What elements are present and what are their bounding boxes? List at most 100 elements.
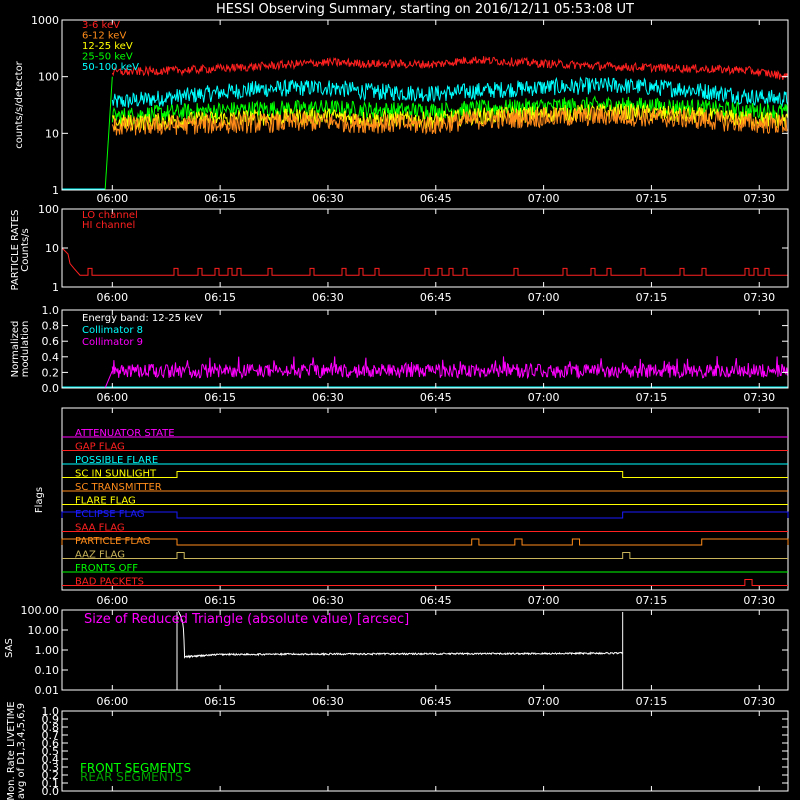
sas-annotation: Size of Reduced Triangle (absolute value… xyxy=(84,612,409,627)
y-tick-label: 10 xyxy=(45,242,59,255)
y-tick-label: 0.2 xyxy=(42,769,60,782)
legend-entry-1: Collimator 8 xyxy=(82,325,143,336)
time-tick-label: 06:30 xyxy=(312,391,344,404)
flag-label-11: FRONTS OFF xyxy=(75,563,138,574)
y-tick-label: 0.0 xyxy=(42,785,60,798)
flag-line-10 xyxy=(62,552,788,559)
flags-panel: 06:00 06:15 06:30 06:45 07:00 07:15 07:30 Flags… xyxy=(34,407,789,607)
legend-entry-3: 12-25 keV xyxy=(82,41,133,52)
time-tick-label: 06:45 xyxy=(420,291,452,304)
legend-entry-2: REAR SEGMENTS xyxy=(80,770,183,784)
time-tick-label: 07:30 xyxy=(743,594,775,607)
rise-line xyxy=(104,76,113,191)
time-tick-label: 07:30 xyxy=(743,695,775,708)
sas-line xyxy=(177,611,624,659)
legend-entry-1: LO channel xyxy=(82,210,138,221)
flag-line-9 xyxy=(61,538,789,546)
modulation-panel: 0.0 0.2 0.4 0.6 0.8 1.0 06:00 06:15 06:30 06:45 07… xyxy=(10,304,789,404)
y-tick-label: 0.2 xyxy=(42,366,60,379)
time-tick-label: 07:15 xyxy=(636,291,668,304)
flag-label-9: PARTICLE FLAG xyxy=(75,536,151,547)
y-tick-label: 0.9 xyxy=(42,713,60,726)
flag-label-10: AAZ FLAG xyxy=(75,550,125,561)
y-tick-label: 0.0 xyxy=(42,382,60,395)
y-axis-label: PARTICLE RATES xyxy=(10,210,21,291)
time-tick-label: 07:15 xyxy=(636,391,668,404)
y-axis-label: Mon. Rate LIVETIME xyxy=(6,701,17,800)
time-tick-label: 07:00 xyxy=(528,291,560,304)
particle-rate-line xyxy=(61,247,788,276)
plot-frame xyxy=(61,19,789,191)
legend-entry-1: 3-6 keV xyxy=(82,20,120,31)
legend-entry-2: Collimator 9 xyxy=(82,337,143,348)
time-tick-label: 07:30 xyxy=(743,192,775,205)
time-tick-label: 06:30 xyxy=(312,695,344,708)
flag-label-6: FLARE FLAG xyxy=(75,496,136,507)
time-tick-label: 06:30 xyxy=(312,594,344,607)
y-tick-label: 1.00 xyxy=(35,644,60,657)
y-tick-label: 0.3 xyxy=(42,761,60,774)
time-tick-label: 06:00 xyxy=(96,594,128,607)
y-tick-label: 1 xyxy=(52,281,59,294)
flag-label-4: SC IN SUNLIGHT xyxy=(75,469,157,480)
count-rate-panel: 1 10 100 1000 06:00 06:15 06:30 06:45 07:00 07:15… xyxy=(14,14,789,205)
legend-entry-2: HI channel xyxy=(82,220,135,231)
y-tick-label: 0.10 xyxy=(35,664,60,677)
y-axis-label: modulation xyxy=(20,321,31,378)
y-tick-label: 0.6 xyxy=(42,737,60,750)
time-tick-label: 06:15 xyxy=(204,695,236,708)
y-tick-label: 100 xyxy=(38,203,59,216)
rate-series-4 xyxy=(111,95,789,125)
time-tick-label: 06:30 xyxy=(312,192,344,205)
figure-title: HESSI Observing Summary, starting on 201… xyxy=(216,2,634,17)
energy-band-annotation: Energy band: 12-25 keV xyxy=(82,313,203,324)
y-axis-label: Counts/s xyxy=(20,228,31,272)
livetime-panel: 0.00.10.20.30.40.50.60.70.80.91.0 Mon. Ra… xyxy=(6,701,789,800)
time-tick-label: 06:45 xyxy=(420,391,452,404)
time-tick-label: 07:00 xyxy=(528,192,560,205)
y-tick-label: 0.5 xyxy=(42,745,60,758)
time-tick-label: 06:00 xyxy=(96,291,128,304)
plot-frame xyxy=(61,407,789,591)
time-tick-label: 07:00 xyxy=(528,391,560,404)
y-axis-label: Normalized xyxy=(10,321,21,378)
legend-entry-4: 25-50 keV xyxy=(82,52,133,63)
time-tick-label: 06:45 xyxy=(420,594,452,607)
time-tick-label: 06:00 xyxy=(96,391,128,404)
y-tick-label: 100.00 xyxy=(21,604,60,617)
time-tick-label: 06:45 xyxy=(420,192,452,205)
y-tick-label: 0.01 xyxy=(35,684,60,697)
time-tick-label: 06:30 xyxy=(312,291,344,304)
legend-entry-2: 6-12 keV xyxy=(82,31,126,42)
y-tick-label: 1 xyxy=(52,184,59,197)
flag-label-8: SAA FLAG xyxy=(75,523,125,534)
time-tick-label: 07:00 xyxy=(528,695,560,708)
y-tick-label: 10.00 xyxy=(28,624,60,637)
rate-series-2 xyxy=(111,107,789,136)
flag-label-3: POSSIBLE FLARE xyxy=(75,455,158,466)
time-tick-label: 06:15 xyxy=(204,291,236,304)
time-tick-label: 06:15 xyxy=(204,391,236,404)
y-tick-label: 0.1 xyxy=(42,777,60,790)
y-tick-label: 0.6 xyxy=(42,335,60,348)
time-tick-label: 06:00 xyxy=(96,192,128,205)
flag-label-5: SC TRANSMITTER xyxy=(75,482,162,493)
flag-label-12: BAD PACKETS xyxy=(75,577,144,588)
time-tick-label: 06:45 xyxy=(420,695,452,708)
flag-label-2: GAP FLAG xyxy=(75,442,125,453)
flag-label-1: ATTENUATOR STATE xyxy=(75,428,175,439)
time-tick-label: 06:00 xyxy=(96,695,128,708)
time-tick-label: 06:15 xyxy=(204,594,236,607)
y-tick-label: 0.7 xyxy=(42,729,60,742)
particle-rate-panel: 1 10 100 06:00 06:15 06:30 06:45 07:00 07:15 07:3… xyxy=(10,203,789,304)
time-tick-label: 07:30 xyxy=(743,291,775,304)
time-tick-label: 06:15 xyxy=(204,192,236,205)
y-tick-label: 0.4 xyxy=(42,351,60,364)
y-tick-label: 1.0 xyxy=(42,304,60,317)
time-tick-label: 07:15 xyxy=(636,695,668,708)
y-axis-label: counts/s/detector xyxy=(14,60,25,148)
time-tick-label: 07:15 xyxy=(636,192,668,205)
time-tick-label: 07:15 xyxy=(636,594,668,607)
y-tick-label: 0.8 xyxy=(42,320,60,333)
